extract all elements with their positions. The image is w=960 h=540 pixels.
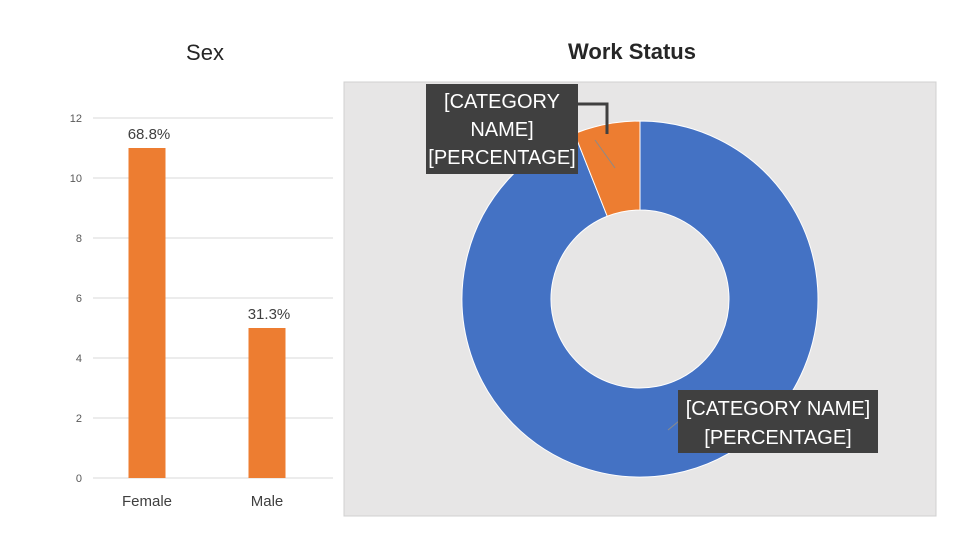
- blue-slice-label: [CATEGORY NAME] [PERCENTAGE]: [678, 390, 878, 453]
- orange-slice-label-line-1: [CATEGORY: [444, 91, 560, 113]
- y-tick-label: 0: [76, 473, 82, 485]
- bar-chart-data-labels: 68.8% 31.3%: [128, 126, 291, 323]
- sex-bar-chart: Sex 0 2 4 6 8 10 12 Female Male 68.8% 31.3%: [70, 40, 333, 510]
- data-label: 31.3%: [248, 306, 291, 323]
- bar-chart-y-axis: 0 2 4 6 8 10 12: [70, 113, 82, 485]
- blue-slice-label-line-1: [CATEGORY NAME]: [686, 398, 870, 420]
- bar-chart-x-axis: Female Male: [122, 493, 283, 510]
- donut-slices: [461, 120, 819, 478]
- y-tick-label: 10: [70, 173, 82, 185]
- sex-chart-title: Sex: [186, 40, 224, 65]
- bar-female: [128, 148, 166, 478]
- x-tick-label: Female: [122, 493, 172, 510]
- y-tick-label: 6: [76, 293, 82, 305]
- orange-slice-label: [CATEGORY NAME] [PERCENTAGE]: [426, 84, 578, 174]
- donut-slice-blue: [461, 120, 819, 478]
- y-tick-label: 8: [76, 233, 82, 245]
- x-tick-label: Male: [251, 493, 284, 510]
- data-label: 68.8%: [128, 126, 171, 143]
- donut-slice-orange: [573, 120, 641, 217]
- bar-male: [248, 328, 286, 478]
- y-tick-label: 4: [76, 353, 82, 365]
- blue-slice-label-line-2: [PERCENTAGE]: [704, 427, 851, 449]
- work-status-donut-chart: Work Status [CATEGORY NAME] [PERCENTAGE]…: [343, 39, 937, 517]
- orange-slice-label-line-3: [PERCENTAGE]: [428, 147, 575, 169]
- y-tick-label: 2: [76, 413, 82, 425]
- bar-chart-bars: [128, 148, 286, 478]
- work-status-chart-title: Work Status: [568, 39, 696, 64]
- orange-slice-leader-line: [594, 139, 616, 169]
- orange-slice-callout-line: [578, 102, 609, 134]
- y-tick-label: 12: [70, 113, 82, 125]
- orange-slice-label-line-2: NAME]: [470, 119, 533, 141]
